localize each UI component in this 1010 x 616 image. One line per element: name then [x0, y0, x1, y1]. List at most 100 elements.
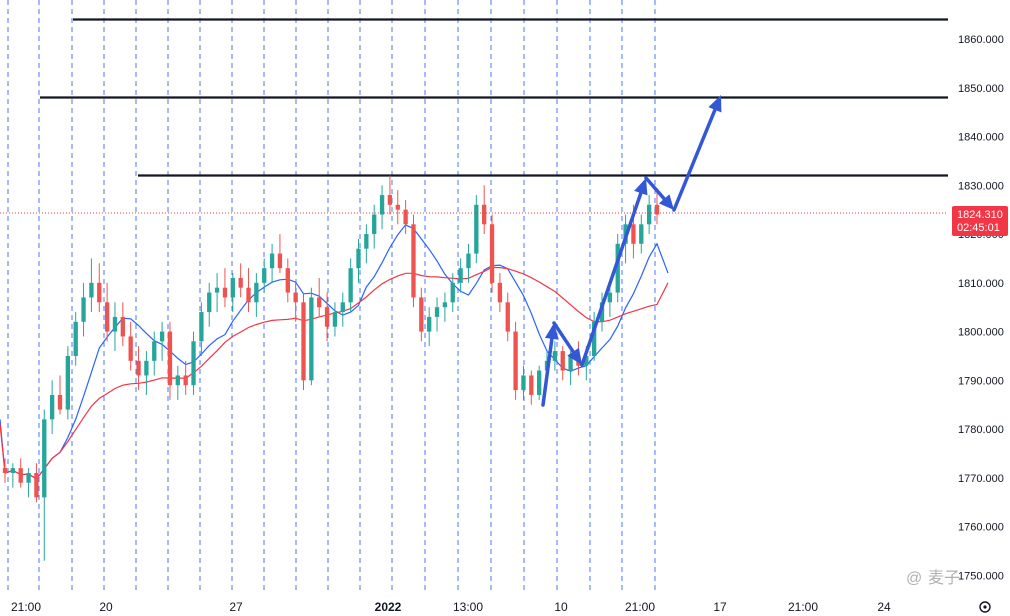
price-axis-bg: [948, 0, 1010, 594]
candle-62: [489, 214, 495, 293]
candle-78: [615, 234, 620, 303]
price-axis[interactable]: 1750.000 1760.000 1770.000 1780.000 1790.000…: [948, 0, 1010, 594]
candle-61: [482, 185, 487, 235]
candle-1: [10, 463, 16, 488]
candle-43: [340, 292, 345, 327]
candle-28: [222, 268, 228, 308]
candle-33: [262, 258, 267, 293]
arrow-0-shaft: [541, 337, 554, 407]
candle-47: [372, 204, 377, 249]
x-tick-label-9: 24: [877, 600, 891, 614]
x-tick-label-1: 20: [99, 600, 113, 614]
candle-52: [411, 214, 416, 308]
candle-16: [128, 321, 133, 371]
candle-81: [639, 214, 644, 254]
candle-59: [466, 243, 471, 283]
candle-body-67: [529, 375, 534, 395]
candle-body-11: [89, 282, 94, 298]
candle-body-76: [599, 302, 605, 322]
candle-body-81: [639, 224, 644, 244]
candle-body-63: [497, 282, 503, 303]
candle-body-13: [104, 302, 110, 332]
candle-45: [356, 238, 361, 283]
candle-body-72: [568, 355, 573, 371]
candle-body-18: [144, 360, 149, 376]
arrow-0-head: [544, 323, 559, 340]
arrow-2-head: [634, 178, 648, 196]
candle-15: [120, 302, 125, 347]
y-tick-label-3: 1780.000: [958, 424, 1004, 436]
candle-body-59: [466, 253, 471, 269]
candle-body-21: [167, 331, 173, 386]
arrow-4: [672, 95, 722, 212]
candle-body-16: [128, 336, 133, 361]
candle-body-58: [458, 268, 463, 283]
candle-body-22: [175, 375, 180, 386]
candle-body-24: [191, 341, 196, 386]
candle-19: [152, 331, 157, 376]
candle-body-49: [387, 195, 393, 205]
candle-body-53: [419, 297, 424, 332]
candle-49: [387, 175, 393, 215]
candle-13: [104, 282, 110, 342]
candle-55: [434, 297, 440, 332]
arrow-4-head: [708, 95, 722, 113]
candle-65: [513, 321, 518, 400]
y-tick-label-10: 1850.000: [958, 83, 1004, 95]
candle-20: [159, 321, 165, 361]
candle-body-74: [584, 355, 589, 366]
candle-41: [324, 292, 330, 342]
candle-body-19: [152, 341, 157, 361]
candle-body-15: [120, 316, 125, 337]
candle-64: [505, 292, 510, 342]
candle-31: [246, 268, 251, 313]
candle-53: [419, 287, 424, 342]
candle-36: [285, 258, 290, 303]
candle-body-5: [42, 419, 47, 498]
candle-6: [49, 380, 55, 434]
candle-body-45: [356, 248, 361, 269]
x-tick-label-3: 2022: [375, 600, 402, 614]
candle-body-48: [379, 195, 385, 215]
candle-body-43: [340, 302, 345, 313]
candle-body-14: [112, 316, 118, 332]
candle-56: [442, 292, 448, 322]
candle-71: [560, 346, 565, 381]
arrow-4-shaft: [672, 108, 717, 212]
x-tick-label-5: 10: [554, 600, 568, 614]
gear-icon[interactable]: [979, 601, 991, 613]
candle-14: [112, 302, 118, 352]
candle-body-46: [364, 234, 369, 249]
candle-body-4: [34, 472, 39, 498]
candle-body-82: [646, 204, 652, 225]
y-tick-label-11: 1860.000: [958, 34, 1004, 46]
x-tick-label-8: 21:00: [788, 600, 818, 614]
time-axis[interactable]: 21:00 20 27 2022 13:00 10 21:00 17 21:00 24: [11, 600, 891, 614]
watermark-text: 麦子: [928, 569, 960, 587]
candle-body-50: [395, 204, 400, 210]
arrow-0: [541, 323, 559, 407]
candle-body-27: [214, 287, 220, 293]
candle-body-37: [293, 292, 298, 303]
candle-0: [2, 458, 8, 483]
candle-body-62: [489, 224, 495, 283]
arrow-1-shaft: [552, 321, 575, 354]
candle-body-26: [207, 292, 212, 313]
candles: [2, 175, 660, 561]
arrow-3: [644, 176, 674, 210]
candle-body-28: [222, 287, 228, 298]
y-tick-label-2: 1770.000: [958, 473, 1004, 485]
horizontal-levels: [40, 18, 948, 177]
current-price-countdown: 02:45:01: [957, 222, 1000, 234]
candle-57: [450, 273, 455, 313]
candle-54: [427, 307, 432, 347]
candle-17: [136, 346, 141, 391]
candle-24: [191, 331, 196, 395]
arrow-2-shaft: [580, 191, 643, 367]
candle-body-38: [301, 302, 306, 381]
arrow-1-head: [567, 347, 582, 365]
y-tick-label-0: 1750.000: [958, 570, 1004, 582]
candle-body-12: [97, 282, 102, 303]
candle-body-7: [57, 394, 63, 410]
